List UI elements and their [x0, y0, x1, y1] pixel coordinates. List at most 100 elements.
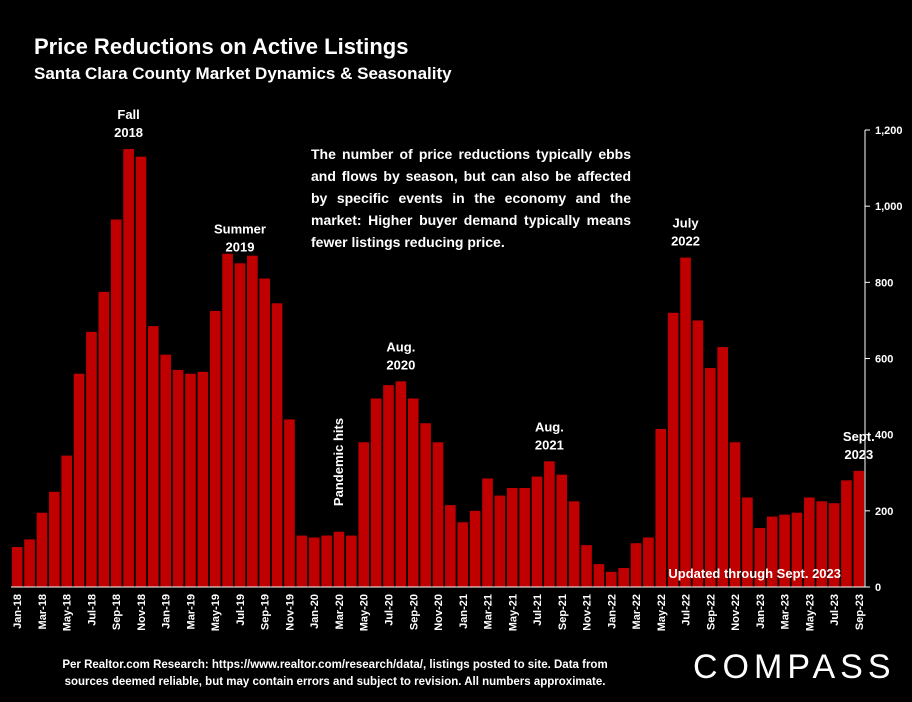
x-tick-label: Sep-19 [260, 594, 272, 630]
x-tick-label: Sep-18 [111, 594, 123, 630]
bar [556, 474, 568, 587]
pandemic-label: Pandemic hits [331, 418, 346, 506]
bar [667, 312, 679, 587]
bar [321, 535, 332, 587]
bar [853, 470, 865, 587]
bar [160, 354, 172, 587]
annotation-label: Aug. [386, 339, 415, 354]
bar [544, 461, 555, 587]
y-tick-label: 1,000 [875, 201, 903, 213]
x-tick-label: Jan-22 [606, 594, 618, 629]
bar [370, 398, 382, 587]
x-tick-label: May-20 [359, 594, 371, 631]
annotation-label: 2022 [671, 234, 700, 249]
bar [482, 478, 493, 587]
x-tick-label: Jul-22 [681, 594, 693, 626]
x-tick-label: Sep-23 [854, 594, 866, 630]
bar [704, 368, 716, 587]
y-tick-label: 200 [875, 506, 893, 518]
bar [11, 547, 23, 587]
x-tick-label: May-18 [62, 594, 74, 631]
x-tick-label: Jul-20 [383, 594, 395, 626]
bar [234, 263, 246, 587]
bar [110, 219, 122, 587]
bar [742, 497, 753, 587]
bar [36, 512, 48, 587]
bar [754, 527, 766, 587]
annotation-label: Fall [117, 107, 139, 122]
bar [717, 347, 728, 587]
x-tick-label: Jul-23 [829, 594, 841, 626]
x-tick-label: Nov-22 [730, 594, 742, 631]
x-tick-label: Jul-19 [235, 594, 247, 626]
bar [86, 331, 97, 587]
footnote-line-1: Per Realtor.com Research: https://www.re… [62, 659, 608, 671]
annotation-label: July [673, 216, 700, 231]
y-tick-label: 400 [875, 430, 893, 442]
bar [593, 564, 605, 587]
x-tick-label: Sep-22 [705, 594, 717, 630]
bar [61, 455, 73, 587]
x-tick-label: May-21 [507, 594, 519, 631]
footnote: Per Realtor.com Research: https://www.re… [30, 657, 640, 691]
bar [185, 373, 196, 587]
bar [457, 522, 469, 587]
bar [271, 303, 283, 587]
x-tick-label: Jan-20 [309, 594, 321, 629]
x-tick-label: Nov-20 [433, 594, 445, 631]
bar [643, 537, 654, 587]
bar [259, 278, 271, 587]
bar [568, 501, 580, 587]
bar [779, 514, 790, 587]
bar [729, 442, 741, 587]
chart-subtitle: Santa Clara County Market Dynamics & Sea… [34, 64, 452, 83]
bar [284, 419, 295, 587]
bar [469, 510, 481, 587]
bar [135, 156, 147, 587]
x-tick-label: Sep-20 [408, 594, 420, 630]
x-tick-label: Mar-22 [631, 594, 643, 629]
x-tick-label: Jul-21 [532, 594, 544, 626]
bar [531, 476, 543, 587]
bar [841, 480, 852, 587]
x-tick-label: Nov-18 [136, 594, 148, 631]
bar [148, 326, 159, 587]
annotation-label: 2019 [226, 239, 255, 254]
x-tick-label: Jan-19 [161, 594, 173, 629]
x-tick-label: Nov-21 [582, 594, 594, 631]
bar [24, 539, 35, 587]
bar [519, 487, 530, 587]
bar [766, 516, 778, 587]
bar [383, 385, 394, 587]
x-tick-label: May-22 [656, 594, 668, 631]
bar [247, 255, 258, 587]
bar [680, 257, 691, 587]
bar [197, 371, 209, 587]
bar [494, 495, 506, 587]
bar [581, 545, 592, 587]
y-tick-label: 800 [875, 277, 893, 289]
bar [618, 567, 629, 587]
x-tick-label: May-19 [210, 594, 222, 631]
description-text: The number of price reductions typically… [311, 146, 631, 250]
footnote-line-2: sources deemed reliable, but may contain… [64, 676, 606, 688]
x-tick-label: Mar-20 [334, 594, 346, 629]
annotation-label: Aug. [535, 419, 564, 434]
bar [49, 491, 60, 587]
bar [791, 512, 803, 587]
x-tick-label: Jan-18 [12, 594, 24, 629]
x-tick-label: Jan-21 [458, 594, 470, 629]
bar [73, 373, 85, 587]
x-tick-label: Mar-19 [185, 594, 197, 629]
bar [172, 369, 184, 587]
annotation-label: Sept. [843, 429, 875, 444]
annotation-label: 2023 [844, 447, 873, 462]
annotation-label: 2020 [386, 357, 415, 372]
bar [358, 442, 370, 587]
bar [296, 535, 308, 587]
x-tick-label: Mar-18 [37, 594, 49, 629]
x-tick-label: Sep-21 [557, 594, 569, 630]
x-tick-label: Jul-18 [86, 594, 98, 626]
y-tick-label: 600 [875, 354, 893, 366]
